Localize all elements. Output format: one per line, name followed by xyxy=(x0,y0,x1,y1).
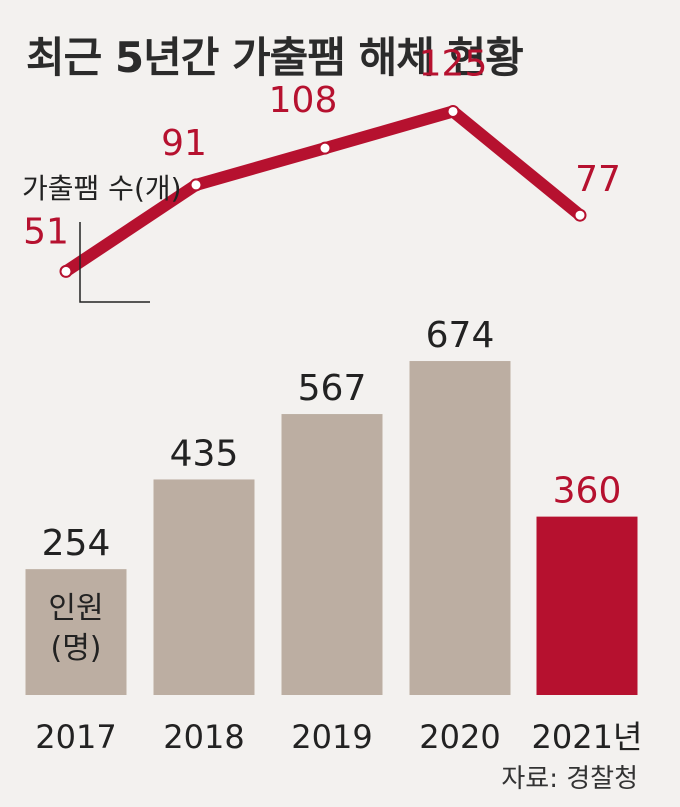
line-point xyxy=(573,208,587,222)
source-note: 자료: 경찰청 xyxy=(501,764,638,794)
bar-value-label: 567 xyxy=(298,368,367,409)
line-point xyxy=(189,178,203,192)
line-value-label: 77 xyxy=(575,159,621,200)
line-value-label: 91 xyxy=(161,123,207,164)
bar-2019 xyxy=(281,414,383,695)
line-value-label: 108 xyxy=(269,80,338,121)
bar-series-label: 인원 xyxy=(48,591,103,626)
bar-2017 xyxy=(25,569,127,695)
line-series-label: 가출팸 수(개) xyxy=(22,172,182,205)
bar-value-label: 254 xyxy=(42,523,111,564)
bar-value-label: 435 xyxy=(170,433,239,474)
line-point xyxy=(59,264,73,278)
x-tick-label: 2020 xyxy=(419,718,500,756)
x-tick-label: 2018 xyxy=(163,718,244,756)
chart-title: 최근 5년간 가출팸 해체 현황 xyxy=(26,33,524,82)
x-tick-label: 2019 xyxy=(291,718,372,756)
x-tick-label: 2017 xyxy=(35,718,116,756)
line-point xyxy=(446,104,460,118)
line-series-callout xyxy=(79,222,150,303)
bar-series-label: (명) xyxy=(50,631,101,666)
bar-2018 xyxy=(153,479,255,695)
line-point xyxy=(318,141,332,155)
line-value-label: 51 xyxy=(23,211,69,252)
x-tick-label: 2021년 xyxy=(532,718,643,756)
line-value-label: 125 xyxy=(419,43,488,84)
bar-value-label: 360 xyxy=(553,471,622,512)
bar-2020 xyxy=(409,361,511,695)
bar-value-label: 674 xyxy=(426,315,495,356)
bar-2021년 xyxy=(536,516,638,695)
